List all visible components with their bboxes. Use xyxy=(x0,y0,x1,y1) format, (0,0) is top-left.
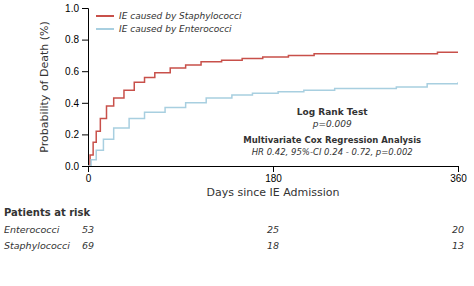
tick-mark xyxy=(82,166,88,167)
risk-value: 25 xyxy=(267,224,279,235)
risk-value: 18 xyxy=(267,240,279,251)
tick-mark xyxy=(82,103,88,104)
annotation: HR 0.42, 95%-CI 0.24 - 0.72, p=0.002 xyxy=(252,147,413,157)
tick-mark xyxy=(458,166,459,172)
tick-label: 0.4 xyxy=(65,98,79,109)
tick-mark xyxy=(82,134,88,135)
risk-value: 53 xyxy=(82,224,94,235)
risk-row-label: Enterococci xyxy=(4,224,60,235)
tick-label: 360 xyxy=(450,173,467,184)
annotations: Log Rank Test p=0.009 Multivariate Cox Reg… xyxy=(243,107,421,157)
y-axis-title: Probability of Death (%) xyxy=(38,21,51,153)
tick: 0.8 xyxy=(65,34,88,45)
tick-label: 180 xyxy=(265,173,282,184)
legend-label: IE caused by Staphylococci xyxy=(119,11,242,21)
tick: 0.6 xyxy=(65,66,88,77)
axis-line xyxy=(89,167,459,173)
curves xyxy=(88,52,458,166)
risk-row-label: Staphylococci xyxy=(4,240,70,251)
axis-line xyxy=(82,9,89,167)
tick: 0 xyxy=(86,166,92,184)
tick-label: 0.0 xyxy=(65,161,79,172)
tick: 1.0 xyxy=(65,3,88,14)
legend: IE caused by Staphylococci IE caused by E… xyxy=(96,11,242,34)
annotation: Log Rank Test xyxy=(297,107,368,117)
km-curve xyxy=(88,52,458,166)
legend-swatch xyxy=(96,28,114,30)
x-axis: 0 180 360 xyxy=(86,166,468,184)
tick-label: 0 xyxy=(86,173,92,184)
legend-swatch xyxy=(96,15,114,17)
tick: 0.4 xyxy=(65,98,88,109)
tick-label: 1.0 xyxy=(65,3,79,14)
tick-label: 0.2 xyxy=(65,129,79,140)
risk-value: 20 xyxy=(452,224,464,235)
tick-mark xyxy=(82,8,88,9)
legend-label: IE caused by Enterococci xyxy=(119,24,232,34)
risk-table: Patients at risk Enterococci 53 25 20 Staphyl… xyxy=(4,207,464,251)
y-axis: 0.0 0.2 0.4 0.6 0.8 1.0 xyxy=(65,3,88,172)
tick-mark xyxy=(273,166,274,172)
annotation: Multivariate Cox Regression Analysis xyxy=(243,135,421,145)
risk-value: 13 xyxy=(452,240,464,251)
x-axis-title: Days since IE Admission xyxy=(206,186,339,199)
km-curve xyxy=(88,82,458,166)
tick: 180 xyxy=(265,166,282,184)
plot: 0 180 360 0.0 0.2 0.4 0.6 0.8 1.0 Days since IE A… xyxy=(38,3,467,199)
chart: 0 180 360 0.0 0.2 0.4 0.6 0.8 1.0 Days since IE A… xyxy=(0,0,474,286)
tick-label: 0.8 xyxy=(65,34,79,45)
tick-mark xyxy=(82,71,88,72)
tick: 0.2 xyxy=(65,129,88,140)
annotation: p=0.009 xyxy=(312,119,352,129)
risk-table-title: Patients at risk xyxy=(4,207,90,218)
tick-label: 0.6 xyxy=(65,66,79,77)
tick: 360 xyxy=(450,166,467,184)
tick: 0.0 xyxy=(65,161,88,172)
risk-value: 69 xyxy=(82,240,94,251)
tick-mark xyxy=(82,40,88,41)
